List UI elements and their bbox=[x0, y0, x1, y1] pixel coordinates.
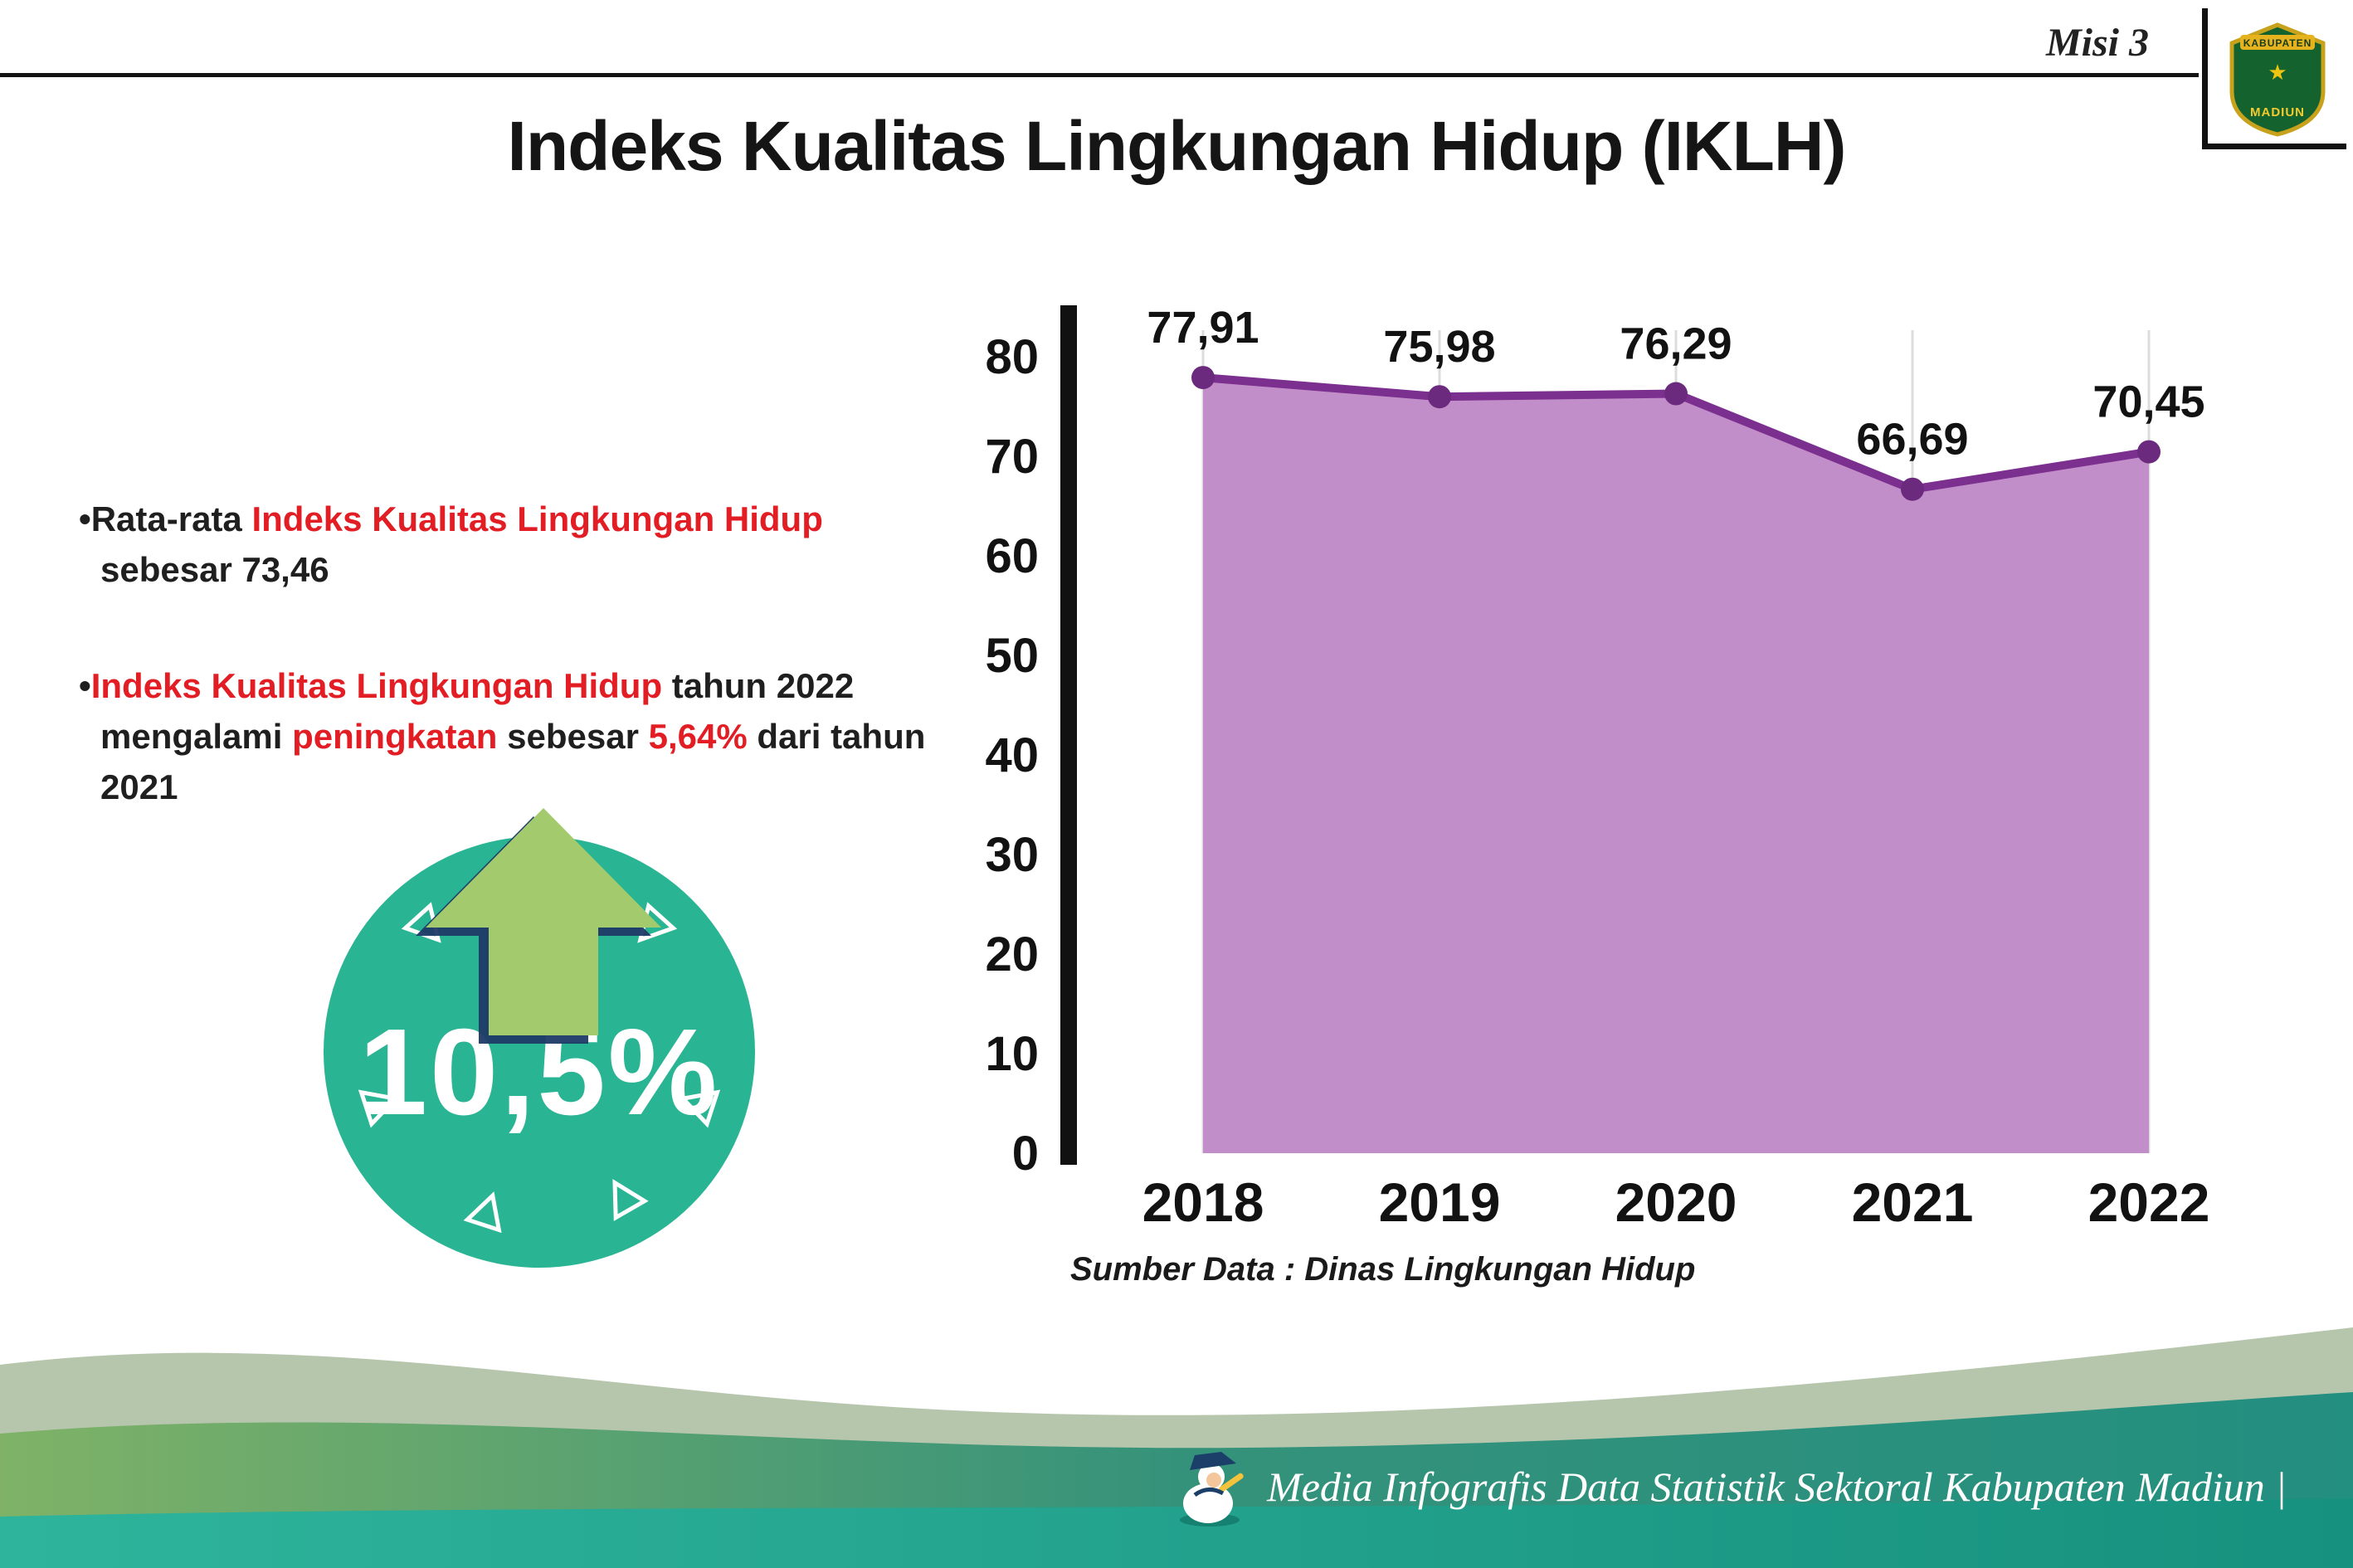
badge-tick-triangle bbox=[358, 1089, 400, 1128]
text-segment-highlight: peningkatan bbox=[292, 716, 498, 756]
badge-tick-triangle bbox=[463, 1191, 502, 1234]
text-segment-highlight: Indeks Kualitas Lingkungan Hidup bbox=[251, 499, 823, 538]
data-point-marker bbox=[2137, 440, 2161, 464]
statistics-mascot-icon bbox=[1180, 1452, 1244, 1527]
emblem-banner bbox=[2239, 34, 2315, 50]
text-segment-highlight: 5,64% bbox=[648, 716, 748, 756]
bullet-item-increase: •Indeks Kualitas Lingkungan Hidup tahun … bbox=[79, 660, 942, 813]
footer-wave-bottom bbox=[0, 1498, 2353, 1568]
area-fill bbox=[1203, 377, 2149, 1153]
iklh-chart: 77,91 75,98 76,29 66,69 70,45 0 10 20 30 40 50 60 70… bbox=[979, 299, 2273, 1261]
x-axis-label: 2020 bbox=[1615, 1171, 1737, 1233]
footer-caption: Media Infografis Data Statistik Sektoral… bbox=[1267, 1463, 2287, 1510]
badge-tick-marks bbox=[358, 902, 721, 1234]
text-segment: sebesar bbox=[497, 716, 649, 756]
y-tick-label: 30 bbox=[985, 828, 1039, 882]
value-label: 75,98 bbox=[1383, 322, 1495, 372]
data-point-marker bbox=[1901, 477, 1924, 501]
x-axis-label: 2021 bbox=[1852, 1171, 1974, 1233]
emblem-star-icon: ★ bbox=[2268, 61, 2287, 85]
emblem-shield bbox=[2229, 22, 2325, 137]
y-tick-label: 80 bbox=[985, 330, 1039, 384]
page-title: Indeks Kualitas Lingkungan Hidup (IKLH) bbox=[507, 107, 1846, 185]
y-tick-label: 20 bbox=[985, 928, 1039, 981]
y-axis-line bbox=[1060, 305, 1077, 1165]
value-label: 66,69 bbox=[1856, 415, 1968, 465]
chart-canvas: 77,91 75,98 76,29 66,69 70,45 0 10 20 30 40 50 60 70… bbox=[985, 303, 2210, 1233]
header-rule bbox=[0, 73, 2199, 77]
misi-label: Misi 3 bbox=[2045, 21, 2149, 65]
emblem-banner-text: KABUPATEN bbox=[2243, 37, 2312, 49]
footer: Media Infografis Data Statistik Sektoral… bbox=[1170, 1445, 2287, 1528]
footer-waves bbox=[0, 1327, 2353, 1568]
kabupaten-madiun-emblem-icon: KABUPATEN ★ MADIUN bbox=[2229, 22, 2325, 137]
x-axis-label: 2022 bbox=[2088, 1171, 2210, 1233]
data-point-marker bbox=[1191, 366, 1215, 390]
value-label: 76,29 bbox=[1620, 319, 1732, 369]
text-segment-highlight: Indeks Kualitas Lingkungan Hidup bbox=[90, 665, 663, 705]
text-segment: Rata-rata bbox=[90, 499, 252, 538]
bullet-list: •Rata-rata Indeks Kualitas Lingkungan Hi… bbox=[79, 494, 942, 813]
bullet-item-average: •Rata-rata Indeks Kualitas Lingkungan Hi… bbox=[79, 494, 942, 596]
data-point-marker bbox=[1428, 385, 1451, 409]
y-tick-label: 50 bbox=[985, 629, 1039, 683]
up-arrow-icon bbox=[416, 808, 661, 1044]
text-segment: dari tahun 2021 bbox=[100, 716, 926, 807]
y-tick-label: 0 bbox=[1012, 1127, 1039, 1181]
data-point-marker bbox=[1664, 382, 1688, 406]
y-tick-label: 60 bbox=[985, 529, 1039, 583]
text-segment: tahun 2022 mengalami bbox=[100, 665, 855, 756]
text-segment: sebesar 73,46 bbox=[100, 550, 329, 590]
value-label: 77,91 bbox=[1147, 303, 1259, 353]
badge-tick-triangle bbox=[612, 1179, 649, 1221]
x-axis-label: 2018 bbox=[1142, 1171, 1264, 1233]
up-arrow-body bbox=[426, 808, 661, 1035]
emblem-name-text: MADIUN bbox=[2250, 105, 2305, 119]
bullet-marker: • bbox=[79, 499, 91, 538]
x-axis-label: 2019 bbox=[1379, 1171, 1501, 1233]
y-tick-label: 70 bbox=[985, 430, 1039, 484]
logo-frame: KABUPATEN ★ MADIUN bbox=[2202, 8, 2346, 149]
badge-tick-triangle bbox=[679, 1089, 721, 1128]
value-label: 70,45 bbox=[2092, 377, 2204, 427]
chart-source-note: Sumber Data : Dinas Lingkungan Hidup bbox=[1070, 1251, 1696, 1288]
y-tick-label: 10 bbox=[985, 1027, 1039, 1081]
bullet-marker: • bbox=[79, 665, 91, 705]
y-tick-label: 40 bbox=[985, 728, 1039, 782]
